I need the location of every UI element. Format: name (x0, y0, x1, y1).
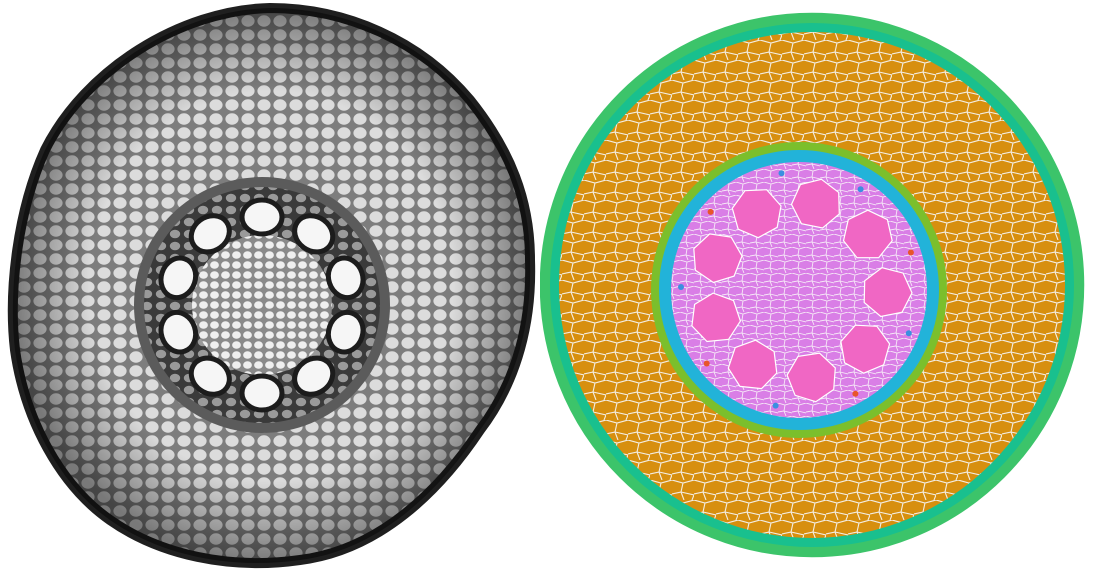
xylem-marker (772, 402, 779, 409)
xylem-marker (678, 284, 684, 290)
vascular-bundles (678, 170, 914, 409)
segmentation-panel (540, 0, 1113, 576)
xylem-marker (852, 390, 859, 397)
vascular-bundle (840, 324, 891, 374)
xylem-marker (907, 249, 914, 256)
micrograph-vessel (292, 213, 336, 255)
xylem-marker (703, 360, 710, 367)
micrograph-vessel (292, 355, 336, 397)
vascular-bundle (790, 178, 840, 229)
micrograph-vessel (239, 197, 285, 237)
micrograph-vessels (158, 197, 366, 413)
vascular-bundle (863, 267, 913, 318)
micrograph-vessel (239, 373, 285, 413)
xylem-marker (905, 330, 912, 337)
xylem-marker (857, 186, 864, 193)
vascular-bundle (731, 189, 782, 239)
micrograph-vessel (158, 255, 199, 301)
micrograph-vessel (188, 213, 232, 255)
micrograph-vessel (325, 309, 366, 355)
vascular-bundle (842, 209, 893, 259)
root-cross-section-micrograph (7, 2, 536, 569)
micrograph-vessel (325, 255, 366, 301)
micrograph-vessel (188, 355, 232, 397)
micrograph-panel (0, 0, 545, 576)
micrograph-pith (192, 235, 332, 375)
xylem-marker (707, 208, 714, 215)
root-cross-section-segmentation (540, 11, 1086, 559)
vascular-bundle (693, 233, 743, 284)
vascular-bundle (786, 352, 836, 403)
xylem-marker (778, 170, 785, 177)
micrograph-vessel (158, 309, 199, 355)
vascular-bundle (727, 339, 778, 390)
vascular-bundle (691, 292, 742, 343)
